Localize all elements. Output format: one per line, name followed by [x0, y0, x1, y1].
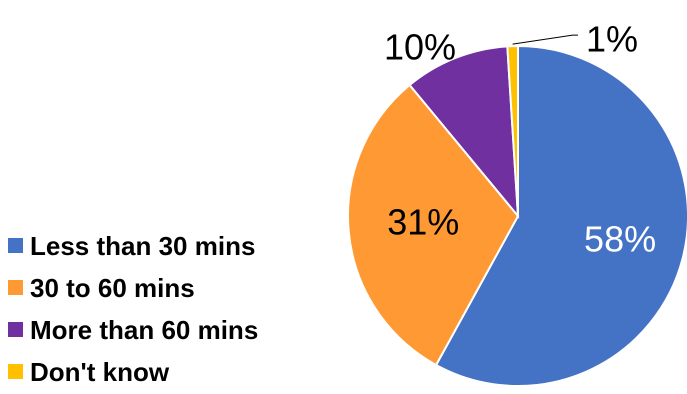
legend-swatch-30-to-60-mins	[8, 280, 23, 295]
pie-slice-less-than-30-mins	[434, 44, 687, 387]
pie-slices	[347, 44, 687, 387]
data-labels: 58% 31% 10% 1%	[384, 19, 656, 260]
legend-item-more-than-60-mins: More than 60 mins	[8, 315, 258, 345]
legend-label-don-t-know: Don't know	[30, 357, 170, 387]
leader-lines	[512, 34, 578, 45]
pie-slice-don-t-know	[506, 44, 519, 217]
pie-slice-more-than-60-mins	[408, 45, 520, 220]
legend-swatch-don-t-know	[8, 364, 23, 379]
legend-item-30-to-60-mins: 30 to 60 mins	[8, 273, 195, 303]
legend-label-30-to-60-mins: 30 to 60 mins	[30, 273, 195, 303]
data-label-30-to-60-mins: 31%	[387, 201, 459, 242]
data-label-less-than-30-mins: 58%	[584, 219, 656, 260]
legend-swatch-less-than-30-mins	[8, 238, 23, 253]
legend-swatch-more-than-60-mins	[8, 322, 23, 337]
legend-item-less-than-30-mins: Less than 30 mins	[8, 231, 255, 261]
leader-line-don-t-know	[512, 34, 578, 45]
legend-label-less-than-30-mins: Less than 30 mins	[30, 231, 255, 261]
data-label-more-than-60-mins: 10%	[384, 27, 456, 68]
legend-item-don-t-know: Don't know	[8, 357, 170, 387]
pie-slice-30-to-60-mins	[347, 83, 520, 367]
legend: Less than 30 mins 30 to 60 mins More than …	[8, 231, 258, 387]
legend-label-more-than-60-mins: More than 60 mins	[30, 315, 258, 345]
data-label-don-t-know: 1%	[586, 19, 638, 60]
